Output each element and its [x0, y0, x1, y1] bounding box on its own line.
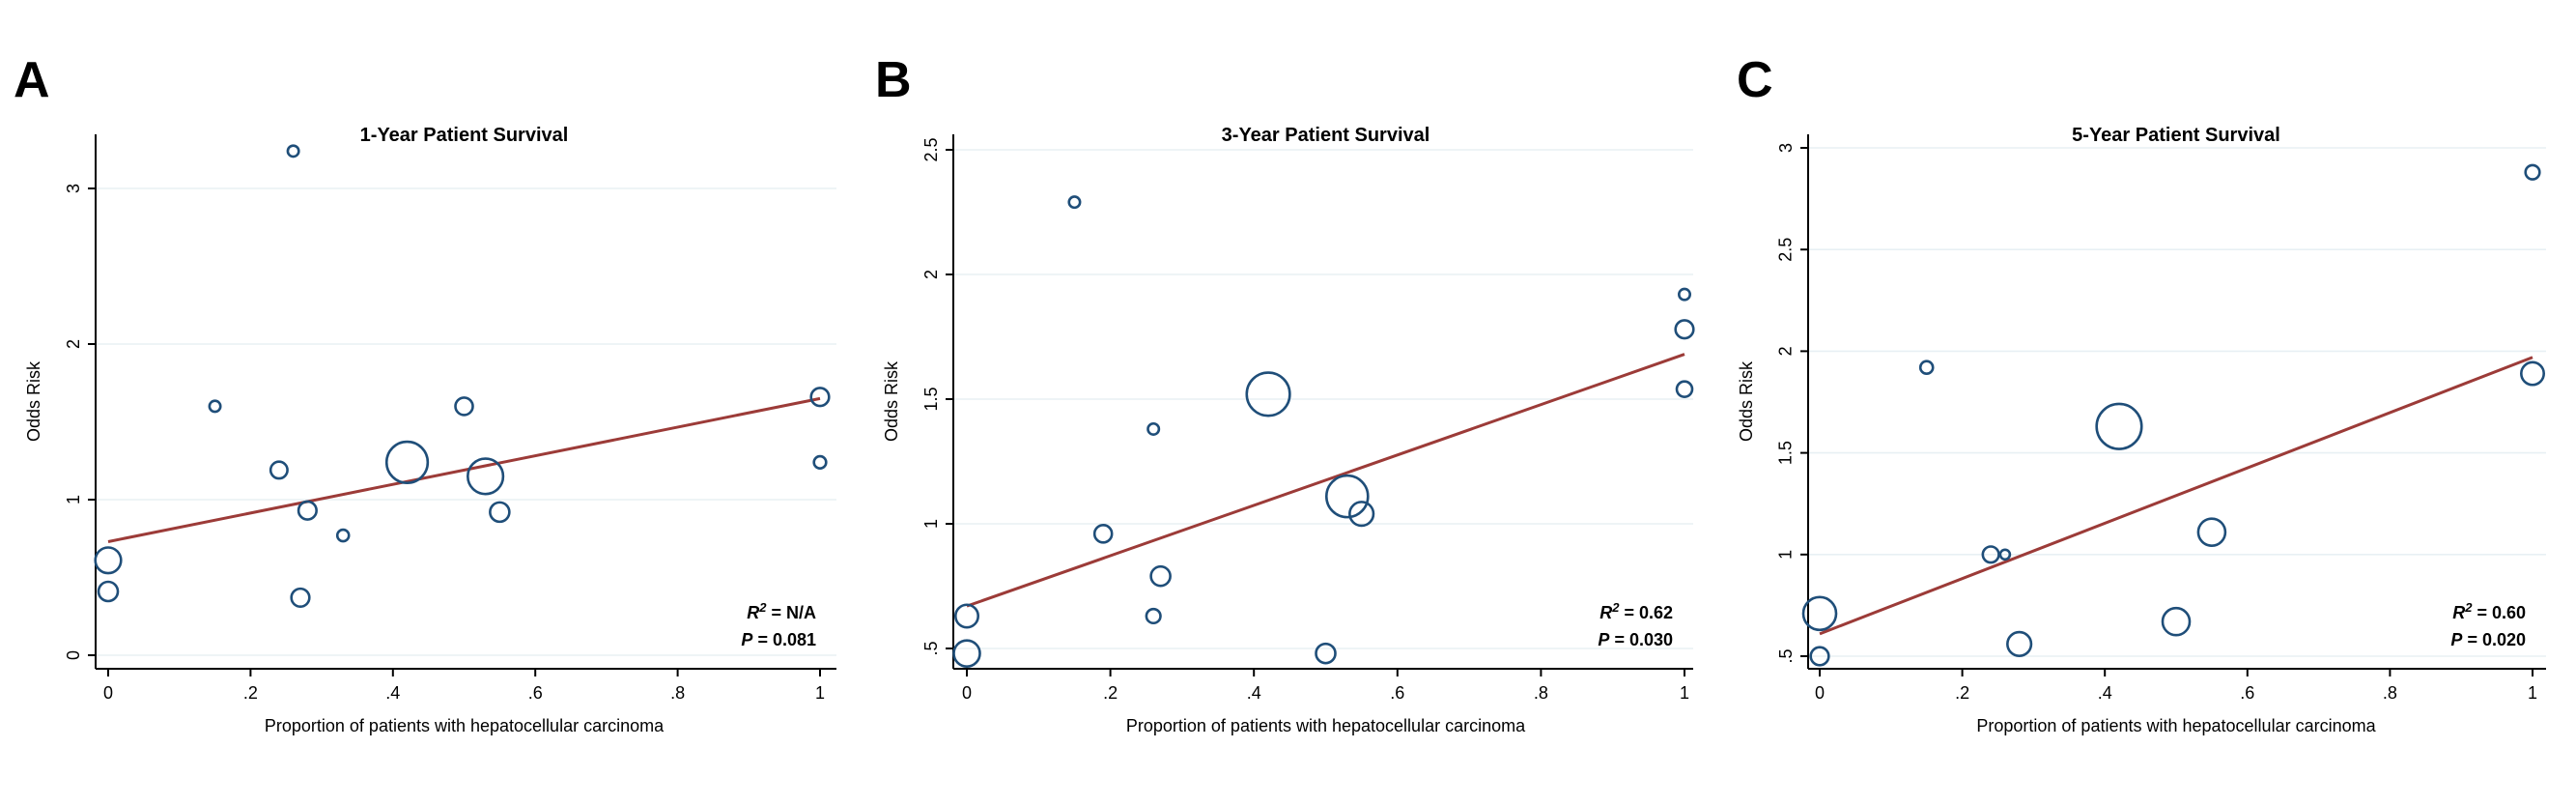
- x-tick-label: 1: [815, 683, 825, 703]
- y-tick-label: 0: [64, 650, 83, 660]
- x-tick-label: .8: [1534, 683, 1548, 703]
- study-bubble: [1145, 607, 1162, 625]
- r-squared-annotation: R2 = N/A: [747, 600, 816, 622]
- panel-title: 5-Year Patient Survival: [2072, 125, 2280, 146]
- study-bubble: [384, 440, 430, 484]
- study-bubble: [1675, 380, 1694, 398]
- r-squared-annotation: R2 = 0.60: [2452, 600, 2526, 622]
- p-value-annotation: P = 0.030: [1598, 630, 1673, 649]
- panel-C: .5 1 1.5 2 2.5 3 0 .2 .4 .6 .8 1 Proportion of patie…: [1737, 52, 2546, 735]
- panel-letter: A: [14, 52, 50, 108]
- panel-letter: C: [1737, 52, 1773, 108]
- study-bubble: [1348, 501, 1375, 528]
- study-bubble: [2161, 606, 2192, 637]
- y-tick-label: 1.5: [921, 387, 941, 411]
- study-bubble: [1809, 646, 1830, 667]
- study-bubble: [1092, 524, 1114, 544]
- panel-title: 1-Year Patient Survival: [360, 125, 569, 146]
- y-tick-label: 1: [1776, 550, 1796, 560]
- y-tick-label: 2.5: [921, 137, 941, 161]
- regression-line: [1819, 356, 2534, 636]
- regression-line: [107, 396, 821, 543]
- study-bubble: [1146, 421, 1161, 436]
- study-bubble: [1918, 360, 1935, 376]
- study-bubble: [1674, 319, 1695, 340]
- y-tick-label: .5: [1776, 648, 1796, 663]
- y-tick-label: 2: [921, 270, 941, 279]
- x-axis-title: Proportion of patients with hepatocellul…: [1126, 716, 1526, 735]
- panel-B: .5 1 1.5 2 2.5 0 .2 .4 .6 .8 1 Proportion of patien…: [875, 52, 1695, 735]
- study-bubble: [2006, 630, 2033, 657]
- x-tick-label: .8: [670, 683, 685, 703]
- x-tick-label: 1: [1680, 683, 1689, 703]
- x-tick-label: .6: [2240, 683, 2254, 703]
- x-axis-title: Proportion of patients with hepatocellul…: [1976, 716, 2376, 735]
- study-bubble: [467, 457, 505, 496]
- x-axis-title: Proportion of patients with hepatocellul…: [265, 716, 665, 735]
- y-tick-label: 2.5: [1776, 238, 1796, 262]
- study-bubble: [1801, 595, 1838, 632]
- study-bubble: [809, 387, 831, 408]
- study-bubble: [489, 501, 511, 524]
- x-tick-label: .6: [1390, 683, 1404, 703]
- study-bubble: [297, 500, 318, 521]
- x-tick-label: .2: [1955, 683, 1969, 703]
- study-bubble: [1149, 564, 1172, 588]
- y-tick-label: 1.5: [1776, 441, 1796, 465]
- study-bubble: [953, 603, 979, 629]
- y-tick-label: 3: [64, 184, 83, 193]
- study-bubble: [2520, 360, 2546, 387]
- study-bubble: [1998, 548, 2012, 561]
- x-tick-label: .4: [385, 683, 400, 703]
- study-bubble: [1315, 642, 1337, 665]
- x-tick-label: .4: [1247, 683, 1261, 703]
- y-tick-label: 1: [64, 495, 83, 504]
- p-value-annotation: P = 0.081: [741, 630, 816, 649]
- panel-letter: B: [875, 52, 912, 108]
- y-axis-title: Odds Risk: [24, 360, 43, 442]
- x-tick-label: .4: [2098, 683, 2112, 703]
- x-tick-label: 0: [962, 683, 972, 703]
- study-bubble: [286, 144, 300, 158]
- study-bubble: [290, 587, 311, 609]
- study-bubble: [2524, 163, 2541, 181]
- study-bubble: [1981, 545, 2000, 564]
- x-tick-label: .2: [243, 683, 258, 703]
- study-bubble: [269, 460, 289, 480]
- regression-line: [966, 353, 1685, 608]
- panel-A: 0 1 2 3 0 .2 .4 .6 .8 1 Proportion of patients wit…: [14, 52, 836, 735]
- study-bubble: [812, 454, 828, 470]
- x-tick-label: 1: [2528, 683, 2537, 703]
- x-tick-label: .8: [2383, 683, 2397, 703]
- y-tick-label: 2: [64, 339, 83, 349]
- x-tick-label: .2: [1103, 683, 1118, 703]
- study-bubble: [1678, 287, 1692, 302]
- x-tick-label: 0: [1815, 683, 1825, 703]
- y-tick-label: 1: [921, 519, 941, 529]
- study-bubble: [1067, 195, 1082, 210]
- study-bubble: [2095, 402, 2143, 450]
- study-bubble: [97, 580, 120, 603]
- study-bubble: [208, 399, 222, 414]
- p-value-annotation: P = 0.020: [2450, 630, 2526, 649]
- study-bubble: [2196, 517, 2227, 547]
- study-bubble: [335, 528, 351, 543]
- x-tick-label: 0: [103, 683, 113, 703]
- panel-title: 3-Year Patient Survival: [1222, 125, 1430, 146]
- y-axis-title: Odds Risk: [882, 360, 901, 442]
- x-tick-label: .6: [528, 683, 543, 703]
- y-tick-label: .5: [921, 641, 941, 655]
- y-tick-label: 3: [1776, 143, 1796, 153]
- study-bubble: [1324, 474, 1370, 519]
- study-bubble: [94, 546, 123, 575]
- study-bubble: [1245, 371, 1291, 417]
- y-tick-label: 2: [1776, 346, 1796, 356]
- r-squared-annotation: R2 = 0.62: [1599, 600, 1673, 622]
- study-bubble: [454, 396, 474, 417]
- study-bubble: [952, 639, 981, 668]
- y-axis-title: Odds Risk: [1737, 360, 1756, 442]
